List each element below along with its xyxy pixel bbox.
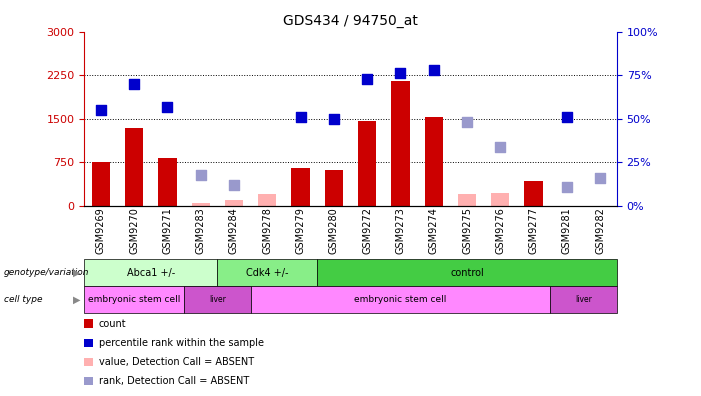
Text: embryonic stem cell: embryonic stem cell xyxy=(88,295,180,304)
Point xyxy=(562,114,573,120)
Bar xyxy=(325,170,343,206)
Text: genotype/variation: genotype/variation xyxy=(4,268,89,277)
Bar xyxy=(292,168,310,206)
Text: liver: liver xyxy=(575,295,592,304)
Text: cell type: cell type xyxy=(4,295,42,304)
Point xyxy=(461,119,472,126)
Text: liver: liver xyxy=(209,295,226,304)
Text: rank, Detection Call = ABSENT: rank, Detection Call = ABSENT xyxy=(99,376,249,386)
Point xyxy=(229,182,240,188)
Point xyxy=(495,143,506,150)
Bar xyxy=(225,200,243,206)
Text: Cdk4 +/-: Cdk4 +/- xyxy=(246,268,289,278)
Point xyxy=(362,76,373,82)
Text: value, Detection Call = ABSENT: value, Detection Call = ABSENT xyxy=(99,357,254,367)
Point xyxy=(295,114,306,120)
Point xyxy=(328,116,339,122)
Bar xyxy=(491,193,510,206)
Bar xyxy=(92,162,110,206)
Text: Abca1 +/-: Abca1 +/- xyxy=(127,268,175,278)
Bar xyxy=(258,194,276,206)
Text: ▶: ▶ xyxy=(73,295,81,305)
Bar xyxy=(425,117,443,206)
Point xyxy=(195,171,206,178)
Text: control: control xyxy=(450,268,484,278)
Point xyxy=(562,184,573,190)
Text: embryonic stem cell: embryonic stem cell xyxy=(354,295,447,304)
Bar xyxy=(191,203,210,206)
Text: percentile rank within the sample: percentile rank within the sample xyxy=(99,338,264,348)
Bar xyxy=(524,181,543,206)
Text: count: count xyxy=(99,319,126,329)
Bar xyxy=(125,128,143,206)
Bar xyxy=(458,194,476,206)
Text: ▶: ▶ xyxy=(73,268,81,278)
Bar xyxy=(358,120,376,206)
Point xyxy=(428,67,440,73)
Bar xyxy=(158,158,177,206)
Point xyxy=(128,81,139,87)
Point xyxy=(95,107,107,113)
Bar xyxy=(391,81,409,206)
Point xyxy=(162,103,173,110)
Point xyxy=(594,175,606,181)
Point xyxy=(395,70,406,77)
Title: GDS434 / 94750_at: GDS434 / 94750_at xyxy=(283,14,418,28)
